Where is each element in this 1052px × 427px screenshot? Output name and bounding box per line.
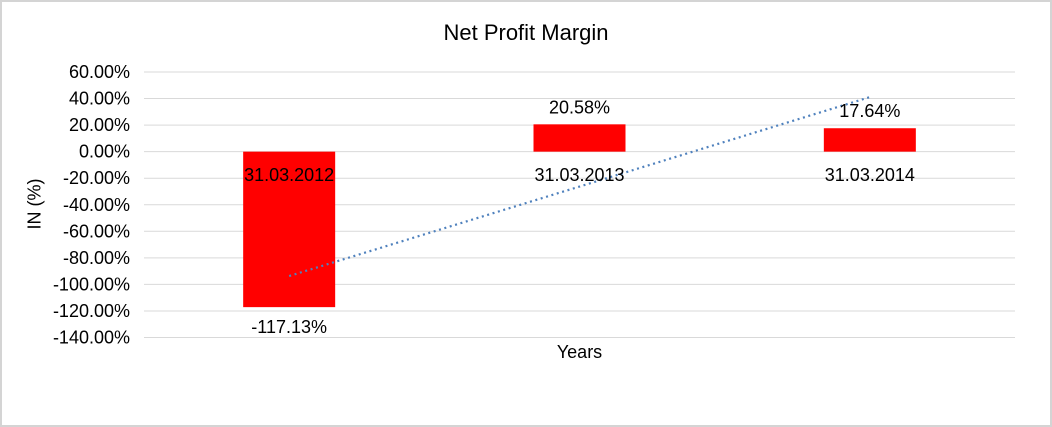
- bar-31.03.2013: [533, 124, 626, 152]
- y-tick-label: -100.00%: [53, 274, 130, 294]
- chart-title: Net Profit Margin: [443, 20, 609, 45]
- y-tick-label: -60.00%: [63, 221, 130, 241]
- y-tick-label: -20.00%: [63, 168, 130, 188]
- x-category-label: 31.03.2013: [534, 165, 624, 185]
- bar-31.03.2012: [243, 151, 336, 308]
- data-label: 17.64%: [839, 101, 900, 121]
- y-tick-label: -120.00%: [53, 301, 130, 321]
- bar-31.03.2014: [823, 128, 916, 152]
- x-axis-title: Years: [556, 342, 603, 362]
- y-tick-label: 40.00%: [69, 89, 130, 109]
- data-label: 20.58%: [549, 97, 610, 117]
- x-category-label: 31.03.2014: [825, 165, 915, 185]
- y-tick-label: -80.00%: [63, 248, 130, 268]
- y-tick-label: -140.00%: [53, 328, 130, 348]
- y-tick-label: -40.00%: [63, 195, 130, 215]
- y-tick-label: 60.00%: [69, 62, 130, 82]
- data-label: -117.13%: [251, 317, 327, 337]
- x-category-label: 31.03.2012: [244, 165, 334, 185]
- trendline: [288, 96, 871, 278]
- y-tick-label: 20.00%: [69, 115, 130, 135]
- y-tick-label: 0.00%: [79, 142, 130, 162]
